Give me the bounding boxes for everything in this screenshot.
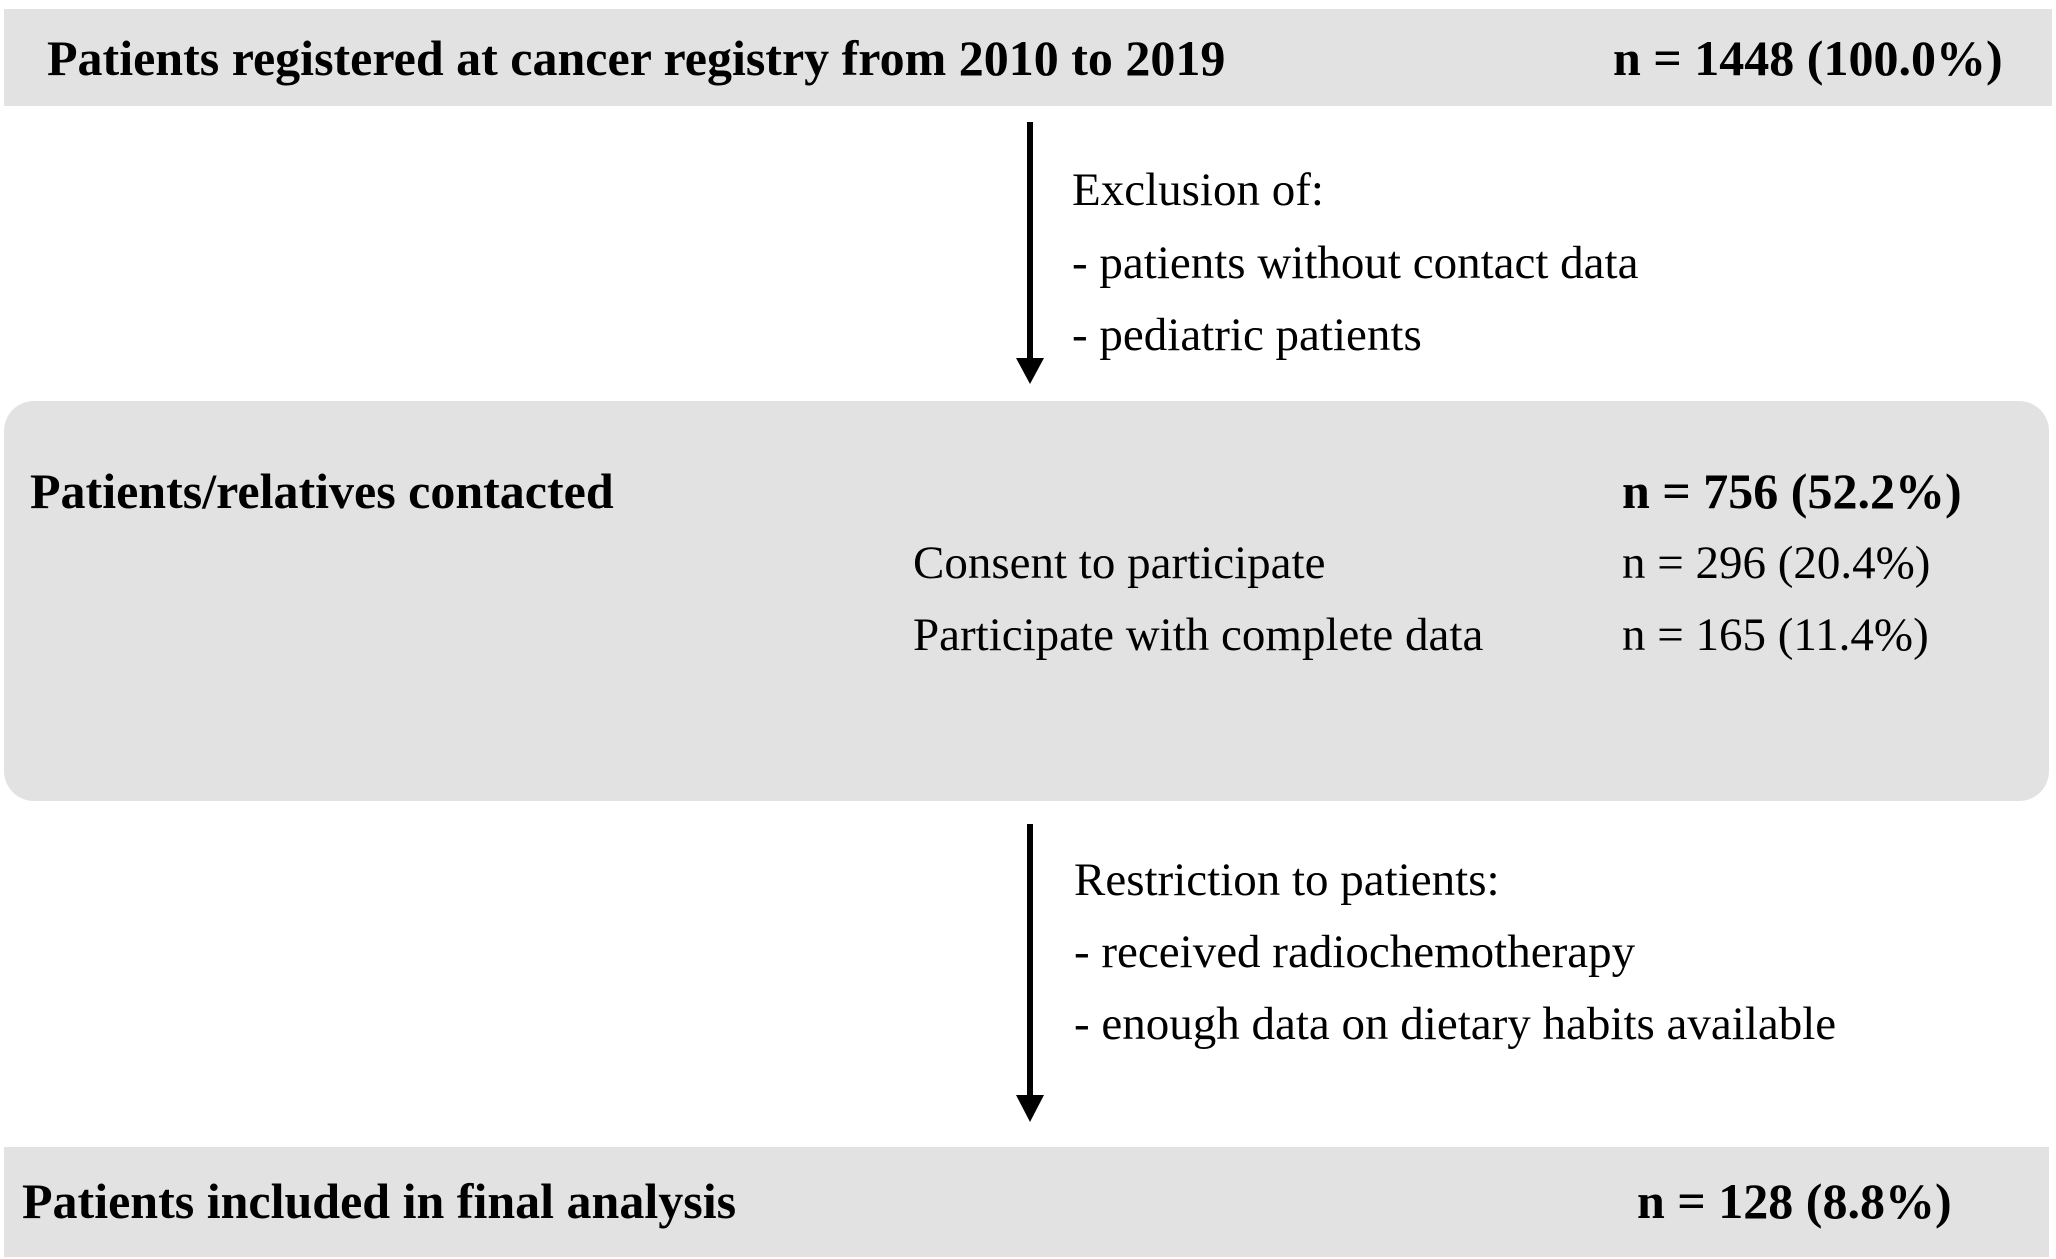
complete-data-count: n = 165 (11.4%) <box>1622 609 1929 661</box>
exclusion-heading: Exclusion of: <box>1072 164 1324 216</box>
final-analysis-count: n = 128 (8.8%) <box>1637 1173 1952 1229</box>
registry-label: Patients registered at cancer registry f… <box>47 30 1226 86</box>
contacted-box <box>4 401 2049 801</box>
contacted-label: Patients/relatives contacted <box>30 463 614 519</box>
consent-label: Consent to participate <box>913 537 1326 589</box>
restriction-item: - enough data on dietary habits availabl… <box>1074 998 1837 1050</box>
restriction-item: - received radiochemotherapy <box>1074 926 1636 978</box>
final-analysis-label: Patients included in final analysis <box>22 1173 737 1229</box>
contacted-count: n = 756 (52.2%) <box>1622 463 1962 519</box>
consent-count: n = 296 (20.4%) <box>1622 537 1931 589</box>
restriction-heading: Restriction to patients: <box>1074 854 1500 906</box>
complete-data-label: Participate with complete data <box>913 609 1484 661</box>
restriction-arrow <box>1016 824 1044 1122</box>
exclusion-item: - patients without contact data <box>1072 237 1639 289</box>
final-analysis-box <box>4 1147 2049 1257</box>
exclusion-arrow <box>1016 122 1044 384</box>
registry-count: n = 1448 (100.0%) <box>1613 30 2003 86</box>
exclusion-item: - pediatric patients <box>1072 309 1422 361</box>
registry-box <box>4 9 2052 106</box>
